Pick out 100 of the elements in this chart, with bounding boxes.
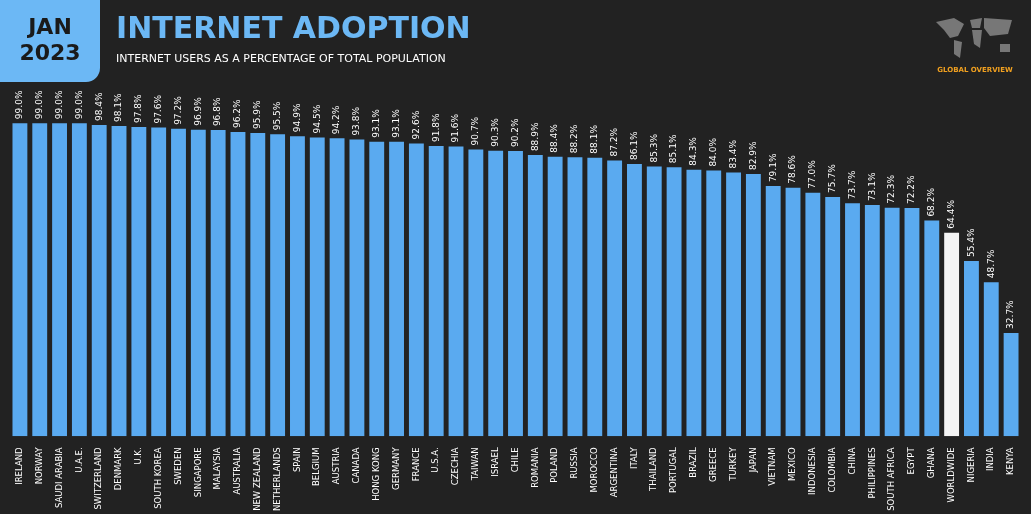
data-label: 92.6%: [410, 110, 421, 140]
data-label: 98.1%: [113, 92, 124, 123]
bar: [627, 163, 642, 437]
x-tick-label: CZECHIA: [450, 447, 461, 486]
bar: [111, 126, 127, 437]
x-tick-label: JAPAN: [747, 447, 758, 474]
x-tick-label: U.S.A.: [430, 447, 441, 473]
x-tick-label: GREECE: [707, 447, 718, 482]
data-label: 93.1%: [390, 108, 401, 138]
bar: [547, 156, 563, 437]
bar: [468, 149, 484, 437]
bar: [726, 172, 741, 437]
bar: [607, 160, 623, 437]
bar: [924, 220, 940, 437]
x-tick-label: PHILIPPINES: [866, 447, 877, 499]
data-label: 88.1%: [589, 124, 600, 154]
x-tick-label: SWEDEN: [172, 447, 183, 485]
data-label: 99.0%: [73, 90, 84, 120]
bar: [964, 261, 979, 437]
data-label: 96.2%: [232, 98, 243, 129]
x-tick-label: IRELAND: [14, 446, 25, 485]
data-label: 94.5%: [311, 104, 322, 134]
bar: [32, 123, 48, 437]
x-tick-label: ARGENTINA: [608, 447, 619, 498]
x-tick-label: MEXICO: [787, 447, 798, 482]
bar: [845, 203, 860, 437]
bar: [785, 187, 801, 437]
bar: [52, 123, 67, 437]
bar: [488, 150, 504, 437]
data-label: 73.7%: [846, 170, 857, 200]
x-tick-label: POLAND: [549, 446, 560, 483]
data-label: 88.4%: [549, 123, 560, 153]
x-tick-label: SOUTH KOREA: [152, 447, 163, 509]
bar: [983, 282, 999, 437]
data-label: 93.1%: [371, 108, 382, 138]
x-tick-label: NEW ZEALAND: [252, 446, 262, 511]
x-tick-label: BELGIUM: [311, 447, 322, 486]
x-tick-label: CANADA: [351, 447, 362, 484]
x-tick-label: NORWAY: [33, 446, 44, 485]
x-tick-label: MALAYSIA: [212, 447, 223, 490]
data-label: 48.7%: [985, 249, 996, 279]
x-tick-label: NETHERLANDS: [271, 447, 282, 512]
x-tick-label: SWITZERLAND: [93, 446, 104, 510]
data-label: 95.9%: [252, 99, 263, 129]
bar: [210, 130, 226, 437]
x-tick-label: WORLDWIDE: [945, 447, 956, 503]
bar: [527, 155, 543, 437]
bar: [250, 132, 266, 437]
data-label: 93.8%: [351, 106, 362, 136]
bar: [587, 157, 603, 437]
bar: [369, 141, 385, 437]
x-tick-label: INDONESIA: [807, 447, 818, 495]
bar: [270, 134, 286, 437]
bar: [646, 166, 662, 437]
bar: [1003, 332, 1019, 437]
bar: [428, 145, 444, 437]
data-label: 90.7%: [470, 116, 481, 146]
x-tick-label: KENYA: [1005, 447, 1016, 476]
x-tick-label: NIGERIA: [965, 447, 976, 483]
x-tick-label: MOROCCO: [589, 447, 599, 493]
x-tick-label: PORTUGAL: [668, 447, 679, 494]
data-label: 79.1%: [767, 153, 778, 183]
data-label: 99.0%: [14, 90, 25, 120]
x-tick-label: SOUTH AFRICA: [886, 447, 897, 511]
bar: [151, 127, 167, 437]
x-tick-label: HONG KONG: [370, 447, 381, 501]
x-tick-label: U.A.E.: [73, 447, 84, 473]
x-tick-label: GERMANY: [390, 446, 401, 490]
data-label: 85.3%: [648, 133, 659, 163]
data-label: 90.3%: [490, 117, 501, 147]
data-label: 86.1%: [628, 130, 639, 160]
chart-subtitle: INTERNET USERS AS A PERCENTAGE OF TOTAL POPULATION: [116, 52, 446, 65]
x-tick-label: THAILAND: [648, 446, 659, 492]
bar: [309, 137, 325, 437]
text: JAN 2023: [18, 14, 82, 66]
data-label: 84.3%: [688, 136, 699, 166]
bar: [290, 136, 305, 437]
bar: [567, 157, 583, 437]
x-tick-label: SPAIN: [291, 447, 302, 473]
x-tick-label: INDIA: [985, 447, 996, 472]
bar: [12, 123, 28, 437]
bar: [508, 151, 523, 437]
data-label: 64.4%: [945, 199, 956, 229]
x-tick-label: EGYPT: [906, 446, 917, 475]
data-label: 94.9%: [291, 103, 302, 133]
bar: [706, 170, 722, 437]
x-tick-label: CHINA: [846, 447, 857, 475]
bar: [329, 138, 345, 437]
data-label: 78.6%: [787, 154, 798, 184]
bar: [389, 141, 404, 437]
data-label: 91.8%: [430, 112, 441, 142]
x-tick-label: ROMANIA: [529, 447, 540, 488]
x-tick-label: TURKEY: [727, 446, 738, 482]
bar: [71, 123, 87, 437]
data-label: 72.3%: [886, 174, 897, 204]
x-tick-label: SINGAPORE: [192, 447, 203, 498]
bar: [349, 139, 365, 437]
data-label: 96.9%: [192, 96, 203, 126]
bar: [91, 125, 107, 437]
bar: [171, 128, 186, 437]
